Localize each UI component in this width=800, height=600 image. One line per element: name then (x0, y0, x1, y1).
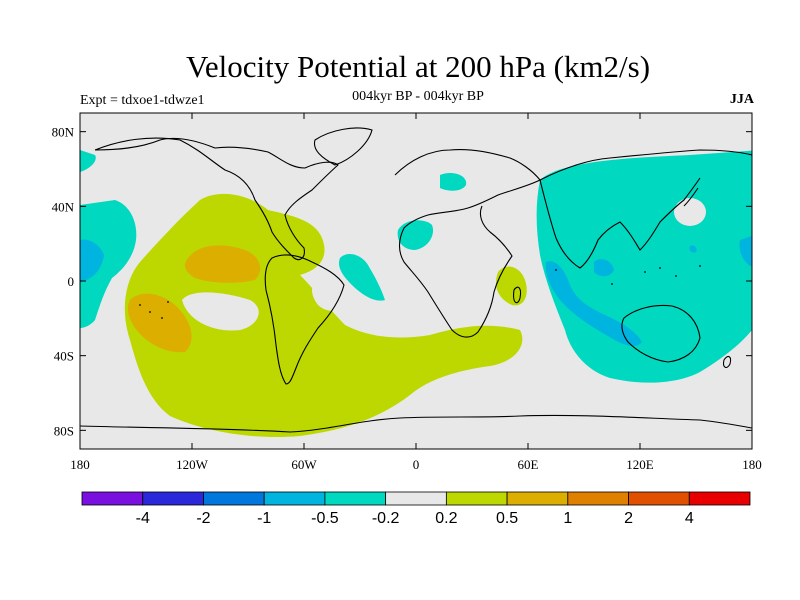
lat-tick-label: 40N (52, 199, 75, 214)
north-pacific-neutral-hole (674, 198, 706, 226)
madagascar-coast (513, 286, 522, 304)
island-dot (161, 317, 163, 319)
colorbar-label: 1 (563, 510, 572, 527)
colorbar-label: 2 (624, 510, 633, 527)
colorbar-swatch (203, 491, 265, 506)
lon-tick-label: 180 (742, 457, 762, 472)
australia-coast (621, 304, 701, 363)
asia-coast (539, 149, 752, 269)
colorbar-swatch (263, 491, 326, 506)
colorbar-label: 4 (685, 510, 694, 527)
lon-tick-label: 60E (518, 457, 539, 472)
lon-tick-label: 120E (626, 457, 654, 472)
colorbar-swatch (324, 491, 387, 506)
plot-title: Velocity Potential at 200 hPa (km2/s) (185, 49, 651, 84)
japan-coast (683, 187, 699, 207)
lat-tick-label: 0 (68, 274, 75, 289)
africa-negative-blob (397, 220, 434, 250)
island-dot (611, 283, 613, 285)
colorbar-swatch (688, 491, 751, 506)
island-dot (555, 269, 557, 271)
lat-tick-label: 80N (52, 125, 75, 140)
north-pacific-negative-blob (440, 173, 467, 191)
island-dots (139, 265, 701, 319)
colorbar-swatch (385, 491, 447, 506)
east-africa-positive-blob (495, 266, 527, 306)
island-dot (644, 271, 646, 273)
colorbar-label: -0.5 (311, 510, 339, 527)
atlantic-negative-blob (339, 254, 385, 301)
east-pacific-strong-positive (184, 245, 261, 283)
map-fill-layer (80, 113, 752, 449)
indian-ocean-strong-negative (545, 261, 642, 347)
antarctica-coast (80, 414, 752, 433)
south-america-coast (264, 254, 345, 385)
colorbar-label: -2 (196, 510, 210, 527)
lon-tick-label: 60W (291, 457, 317, 472)
lon-tick-label: 0 (413, 457, 420, 472)
far-west-pacific-strong-negative (739, 236, 752, 266)
lon-tick-label: 120W (176, 457, 209, 472)
colorbar-swatch (567, 491, 629, 506)
dateline-strong-negative (80, 239, 104, 282)
colorbar-label: -1 (257, 510, 271, 527)
greenland-coast (313, 127, 373, 166)
west-dateline-negative-region (80, 150, 96, 172)
colorbar-swatch (506, 491, 569, 506)
experiment-label: Expt = tdxoe1-tdwze1 (80, 93, 205, 108)
coastlines (80, 127, 752, 433)
colorbar-swatch (81, 491, 144, 506)
south-pacific-neutral-hole (182, 292, 259, 331)
colorbar-swatch (445, 491, 508, 506)
axis-layer: 80N 40N 0 40S 80S 180 120W 60W 0 60E 120E 180 (52, 113, 762, 472)
island-dot (167, 301, 169, 303)
island-dot (699, 265, 701, 267)
north-america-coast (94, 137, 339, 261)
south-pacific-strong-positive (127, 293, 192, 353)
colorbar-label: 0.5 (496, 510, 518, 527)
colorbar-swatch (142, 491, 204, 506)
season-label: JJA (729, 92, 754, 107)
central-pacific-strong-negative (689, 245, 697, 253)
colorbar: -4 -2 -1 -0.5 -0.2 0.2 0.5 1 2 4 (81, 491, 751, 527)
colorbar-label: -0.2 (372, 510, 400, 527)
island-dot (675, 275, 677, 277)
island-dot (659, 267, 661, 269)
plot-subtitle: 004kyr BP - 004kyr BP (352, 89, 484, 104)
colorbar-swatch (628, 491, 690, 506)
lon-tick-label: 180 (70, 457, 90, 472)
colorbar-label: -4 (136, 510, 150, 527)
island-dot (139, 304, 141, 306)
new-zealand-coast (723, 355, 732, 369)
island-dot (149, 311, 151, 313)
colorbar-label: 0.2 (435, 510, 457, 527)
west-pacific-strong-negative (594, 259, 614, 277)
lat-tick-label: 80S (54, 423, 74, 438)
dateline-negative-region (80, 200, 137, 328)
europe-africa-coast (394, 148, 541, 338)
lat-tick-label: 40S (54, 349, 74, 364)
